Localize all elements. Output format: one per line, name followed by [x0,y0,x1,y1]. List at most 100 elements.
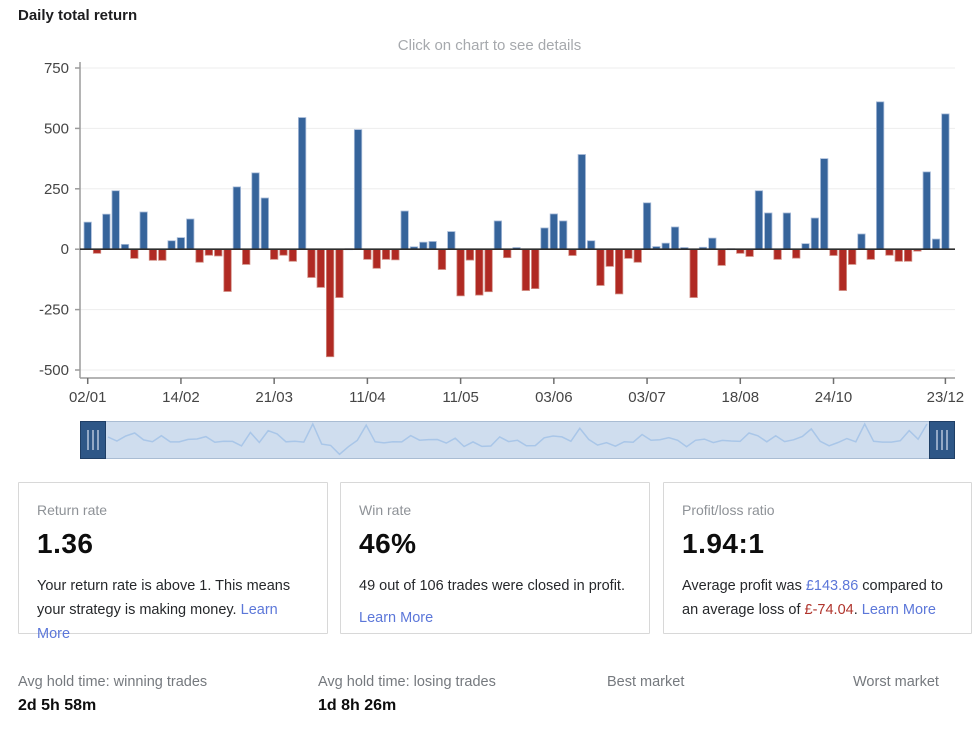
daily-return-bar[interactable] [810,217,819,250]
daily-return-bar[interactable] [223,248,232,292]
daily-return-bar[interactable] [717,248,726,266]
daily-return-bar[interactable] [670,226,680,250]
daily-return-bar[interactable] [298,117,307,250]
daily-return-bar[interactable] [195,248,204,263]
daily-return-bar[interactable] [419,241,428,250]
x-tick-label: 11/04 [349,389,385,406]
daily-return-bar[interactable] [642,202,652,250]
y-tick-label: 250 [44,181,69,198]
daily-return-bar[interactable] [624,248,633,259]
daily-return-bar[interactable] [475,248,484,296]
daily-return-bar[interactable] [689,248,698,298]
daily-return-bar[interactable] [493,220,503,250]
daily-return-bar[interactable] [521,248,530,291]
daily-return-bar[interactable] [549,213,558,250]
daily-return-bar[interactable] [391,248,400,261]
daily-return-bar[interactable] [148,248,158,261]
stat-label: Worst market [853,674,939,690]
daily-return-bar[interactable] [167,240,176,250]
daily-return-bar[interactable] [894,248,903,262]
daily-return-bar[interactable] [242,248,251,265]
daily-return-bar[interactable] [782,212,792,250]
y-tick-label: -250 [39,302,69,319]
daily-return-bar[interactable] [447,231,456,250]
x-tick-label: 11/05 [442,389,478,406]
daily-return-bar[interactable] [214,248,223,257]
daily-return-bar[interactable] [876,101,885,250]
daily-return-bar[interactable] [83,221,92,250]
daily-return-bar[interactable] [931,238,941,250]
daily-return-bar[interactable] [111,190,120,250]
daily-return-bar[interactable] [381,248,391,260]
daily-return-bar[interactable] [605,248,614,267]
daily-return-bar[interactable] [251,172,260,250]
daily-return-bar[interactable] [372,248,381,269]
daily-return-bar[interactable] [176,237,186,250]
daily-return-bar[interactable] [158,248,167,261]
daily-return-bar[interactable] [307,248,316,278]
daily-return-bar[interactable] [596,248,605,286]
daily-return-bar[interactable] [353,129,363,250]
daily-return-bar[interactable] [773,248,782,260]
daily-return-bar[interactable] [325,248,335,358]
daily-return-bar[interactable] [335,248,344,298]
daily-return-bar[interactable] [456,248,465,297]
daily-return-bar[interactable] [102,213,111,250]
daily-return-bar[interactable] [885,248,894,256]
learn-more-link[interactable]: Learn More [359,610,434,626]
daily-return-bar[interactable] [540,227,549,250]
daily-return-bar[interactable] [204,248,214,256]
daily-return-bar[interactable] [130,248,139,259]
avg-profit-value: £143.86 [805,578,859,594]
daily-return-bar[interactable] [661,242,670,250]
daily-return-bar[interactable] [614,248,624,295]
card-body-text: . [853,602,862,618]
daily-return-bar[interactable] [857,233,866,250]
daily-return-bar[interactable] [186,218,195,250]
stat-avg-hold-losing: Avg hold time: losing trades 1d 8h 26m [318,674,496,715]
daily-return-bar[interactable] [568,248,577,256]
daily-return-bar[interactable] [400,210,409,250]
page-title: Daily total return [18,7,138,24]
daily-return-bar[interactable] [903,248,913,262]
daily-return-bar[interactable] [922,171,931,250]
daily-return-bar[interactable] [270,248,279,260]
daily-return-bar[interactable] [708,237,717,250]
daily-return-bar[interactable] [465,248,475,261]
daily-return-bar[interactable] [754,190,764,250]
daily-return-bar[interactable] [633,248,642,263]
daily-return-bar[interactable] [484,248,493,293]
daily-return-bar[interactable] [792,248,801,259]
daily-return-bar[interactable] [801,243,810,250]
daily-return-bar[interactable] [848,248,857,265]
stat-value: 2d 5h 58m [18,697,97,714]
slider-right-handle[interactable] [929,421,955,459]
daily-return-bar[interactable] [428,241,437,250]
daily-return-bar[interactable] [363,248,372,260]
learn-more-link[interactable]: Learn More [861,602,936,618]
daily-return-bar[interactable] [437,248,447,270]
daily-return-bar[interactable] [531,248,540,289]
daily-return-bar[interactable] [745,248,754,257]
daily-return-bar[interactable] [279,248,288,256]
daily-return-bar[interactable] [829,248,838,256]
daily-return-bar[interactable] [316,248,325,288]
slider-left-handle[interactable] [80,421,106,459]
daily-return-bar[interactable] [941,113,950,250]
daily-return-bar[interactable] [503,248,512,259]
daily-return-bar[interactable] [764,212,773,250]
chart-range-slider[interactable] [80,421,955,459]
daily-return-bar[interactable] [139,211,148,250]
daily-return-bar[interactable] [288,248,297,262]
daily-return-bar[interactable] [838,248,847,291]
daily-return-bar[interactable] [866,248,875,260]
daily-return-bar[interactable] [820,158,829,250]
daily-return-bar[interactable] [260,197,269,250]
daily-return-bar[interactable] [232,186,241,250]
daily-return-bar[interactable] [587,240,596,250]
x-tick-label: 03/07 [628,389,666,406]
daily-return-bar[interactable] [577,154,586,250]
daily-return-bar[interactable] [559,220,568,250]
learn-more-link[interactable]: Learn More [37,602,278,642]
